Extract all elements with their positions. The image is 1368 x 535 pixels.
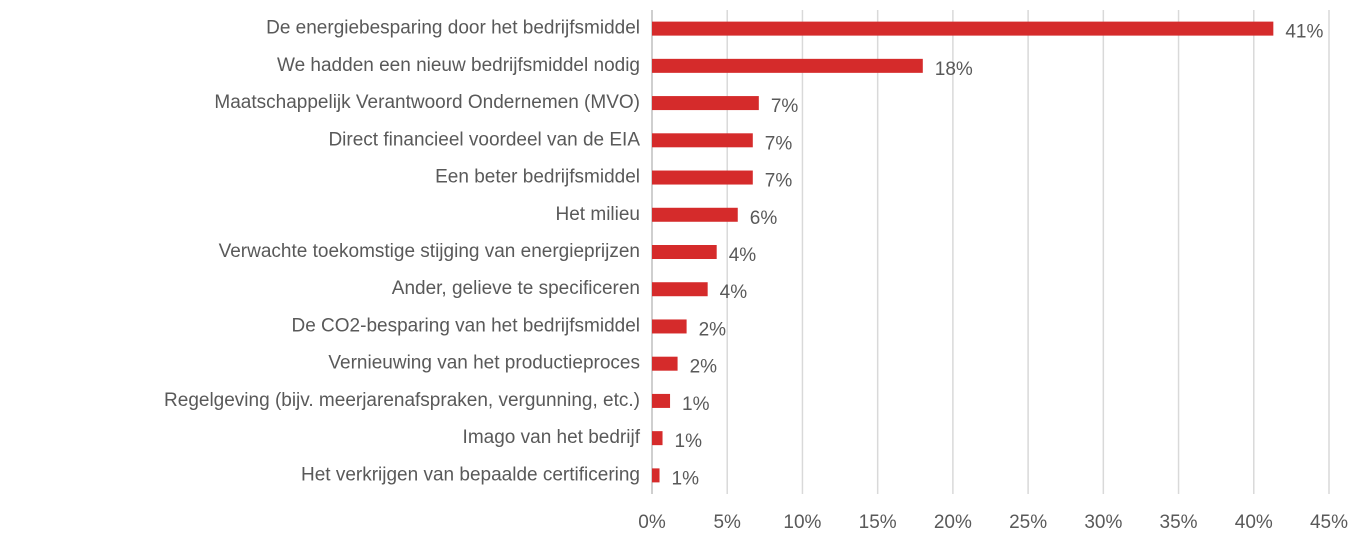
category-label: Direct financieel voordeel van de EIA: [328, 129, 640, 150]
value-label: 4%: [729, 245, 757, 266]
bar: [652, 393, 671, 408]
value-label: 1%: [675, 431, 703, 452]
bar: [652, 133, 753, 148]
bar: [652, 21, 1274, 36]
bar: [652, 207, 738, 222]
bar: [652, 319, 687, 334]
x-tick-label: 10%: [783, 512, 821, 533]
category-label: Vernieuwing van het productieproces: [328, 353, 640, 374]
x-tick-label: 25%: [1009, 512, 1047, 533]
value-label: 18%: [935, 59, 973, 80]
value-label: 2%: [690, 357, 718, 378]
x-tick-label: 30%: [1084, 512, 1122, 533]
category-label: Het milieu: [556, 204, 640, 225]
category-label: Maatschappelijk Verantwoord Ondernemen (…: [214, 92, 640, 113]
value-label: 1%: [682, 394, 710, 415]
value-label: 1%: [672, 468, 700, 489]
value-label: 6%: [750, 208, 778, 229]
category-label: Een beter bedrijfsmiddel: [435, 167, 640, 188]
category-label: We hadden een nieuw bedrijfsmiddel nodig: [277, 55, 640, 76]
category-label: Verwachte toekomstige stijging van energ…: [219, 241, 640, 262]
category-label: Ander, gelieve te specificeren: [392, 278, 640, 299]
value-label: 7%: [771, 96, 799, 117]
x-tick-label: 35%: [1160, 512, 1198, 533]
x-tick-label: 0%: [638, 512, 666, 533]
category-label: De CO2-besparing van het bedrijfsmiddel: [291, 315, 640, 336]
x-tick-label: 20%: [934, 512, 972, 533]
bar: [652, 245, 717, 259]
category-label: De energiebesparing door het bedrijfsmid…: [266, 18, 640, 39]
bar: [652, 170, 753, 185]
category-label: Regelgeving (bijv. meerjarenafspraken, v…: [164, 390, 640, 411]
bar: [652, 282, 708, 297]
bar: [652, 431, 663, 446]
bar: [652, 468, 660, 483]
value-label: 2%: [699, 319, 727, 340]
value-label: 4%: [720, 282, 748, 303]
x-tick-label: 15%: [859, 512, 897, 533]
category-label: Het verkrijgen van bepaalde certificerin…: [301, 464, 640, 485]
x-tick-label: 45%: [1310, 512, 1348, 533]
x-tick-label: 5%: [713, 512, 741, 533]
value-label: 41%: [1285, 22, 1323, 43]
category-label: Imago van het bedrijf: [463, 427, 641, 448]
value-label: 7%: [765, 171, 793, 192]
value-label: 7%: [765, 133, 793, 154]
bar: [652, 356, 678, 371]
bar: [652, 96, 759, 111]
x-tick-label: 40%: [1235, 512, 1273, 533]
bar: [652, 58, 923, 73]
